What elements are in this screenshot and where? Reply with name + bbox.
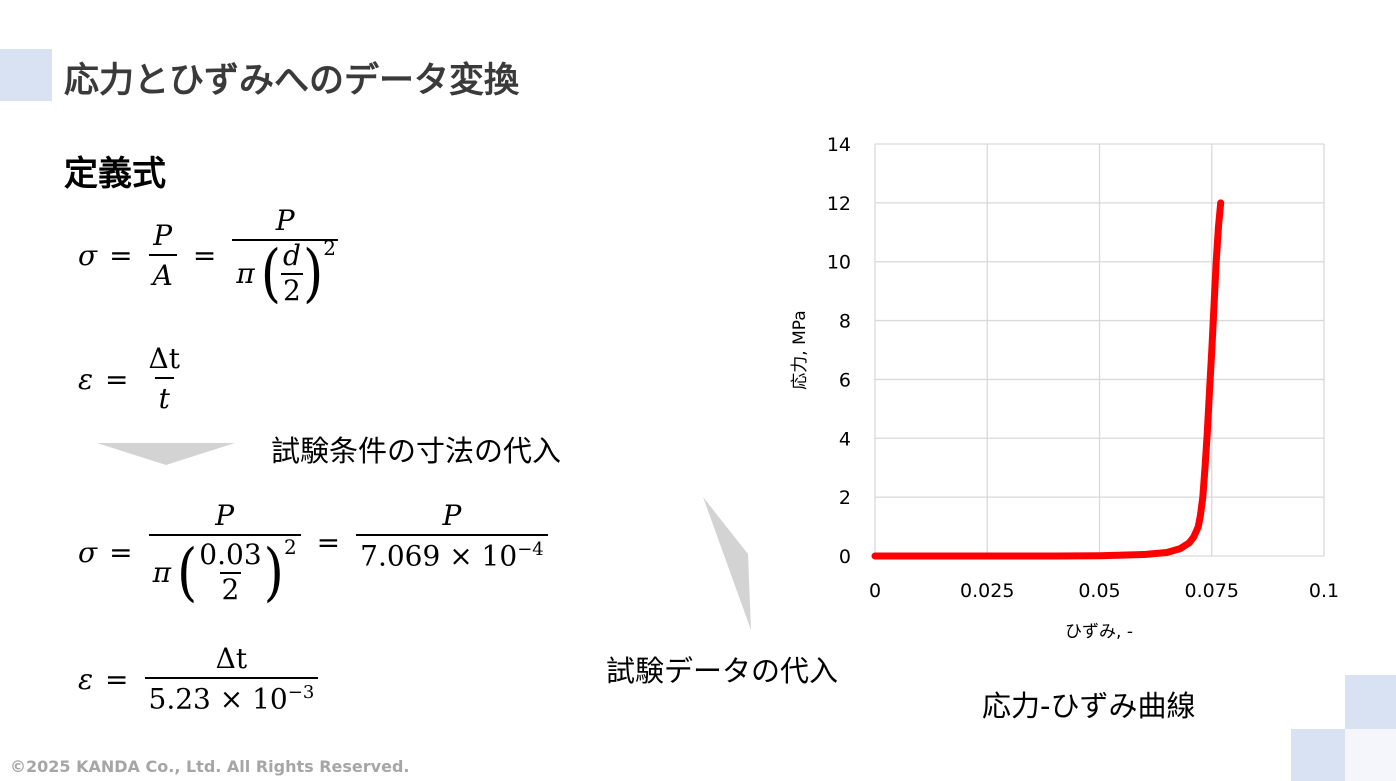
inner-denominator: 2 [219,571,242,606]
denominator: t [154,377,174,415]
exponent: 2 [283,535,297,560]
title-accent-block [0,49,52,101]
equals-sign: = [105,662,129,696]
x-axis-label: ひずみ, - [1065,622,1133,642]
right-paren: ) [263,536,284,609]
corner-decoration-square [1345,675,1396,729]
inner-fraction: d 2 [281,239,303,307]
fraction-delta-t-over-t: Δt t [145,342,184,415]
denominator: 7.069 × 10−4 [356,534,548,573]
y-tick-label: 0 [839,546,851,568]
right-paren: ) [302,237,324,310]
numerator: P [215,499,235,532]
epsilon-symbol: ε [78,662,94,696]
epsilon-symbol: ε [78,362,94,396]
chart-grid [874,143,1325,557]
fraction-p-over-area: P π ( 0.03 2 ) 2 [148,499,301,609]
denominator: A [148,253,177,292]
corner-decoration-square [1291,729,1345,781]
y-tick-label: 14 [827,134,851,156]
y-tick-label: 8 [839,311,851,333]
mantissa: 7.069 × 10 [360,539,518,573]
equals-sign: = [109,536,133,570]
fraction-p-over-area: P π ( d 2 ) 2 [232,204,338,310]
sigma-symbol: σ [78,239,98,273]
numerator: Δt [145,342,184,377]
exponent: −4 [517,539,544,561]
strain-substituted-formula: ε = Δt 5.23 × 10−3 [78,642,322,716]
y-tick-label: 6 [839,369,851,391]
stress-definition-formula: σ = P A = P π ( d 2 ) 2 [78,204,342,310]
stress-substituted-formula: σ = P π ( 0.03 2 ) 2 = P 7.069 × 10−4 [78,499,552,609]
corner-decoration-square [1345,729,1396,781]
exponent: −3 [287,682,315,704]
y-tick-label: 10 [827,252,851,274]
x-tick-label: 0.1 [1309,580,1339,602]
x-tick-label: 0.025 [960,580,1014,602]
exponent: 2 [323,236,336,261]
x-tick-label: 0 [869,580,881,602]
denominator: π ( 0.03 2 ) 2 [148,534,301,609]
stress-strain-curve [871,199,1225,560]
numerator-text: Δt [215,642,248,675]
sigma-symbol: σ [78,536,98,570]
diagonal-arrow-icon [703,497,751,630]
strain-definition-formula: ε = Δt t [78,342,188,415]
pi-symbol: π [236,256,255,290]
pi-symbol: π [152,555,171,589]
left-paren: ( [177,536,198,609]
data-substitution-label: 試験データの代入 [606,654,839,688]
left-paren: ( [260,237,281,310]
down-arrow-icon [97,443,235,465]
numerator: P [153,218,173,252]
y-axis-label: 応力, MPa [790,310,810,389]
x-tick-label: 0.05 [1078,580,1120,602]
numerator: Δt [212,642,251,677]
section-heading: 定義式 [64,154,166,194]
slide-title: 応力とひずみへのデータ変換 [64,61,520,101]
equals-sign: = [105,362,129,396]
numerator: P [442,499,462,532]
fraction-delta-t-over-constant: Δt 5.23 × 10−3 [144,642,319,716]
denominator: π ( d 2 ) 2 [232,236,338,310]
numerator: P [275,204,295,237]
denominator: 5.23 × 10−3 [144,677,319,716]
inner-numerator: d [283,239,301,273]
y-tick-label: 12 [827,193,851,215]
inner-numerator: 0.03 [199,538,262,572]
inner-denominator: 2 [281,272,303,307]
inner-fraction: 0.03 2 [197,538,263,606]
equals-sign: = [192,239,217,273]
equals-sign: = [109,239,133,273]
y-tick-label: 2 [839,487,851,509]
mantissa: 5.23 × 10 [148,682,288,716]
numerator-text: Δt [148,342,180,375]
equals-sign: = [316,526,341,559]
fraction-p-over-constant: P 7.069 × 10−4 [356,499,548,573]
y-tick-label: 4 [839,428,851,450]
copyright-footer: ©2025 KANDA Co., Ltd. All Rights Reserve… [10,757,410,776]
fraction-p-over-a: P A [148,218,177,292]
dimension-substitution-label: 試験条件の寸法の代入 [271,434,562,468]
chart-tick-labels: 0 0.025 0.05 0.075 0.1 0 2 4 6 8 10 12 14 [827,134,1339,602]
chart-caption: 応力-ひずみ曲線 [982,689,1196,723]
x-tick-label: 0.075 [1185,580,1239,602]
